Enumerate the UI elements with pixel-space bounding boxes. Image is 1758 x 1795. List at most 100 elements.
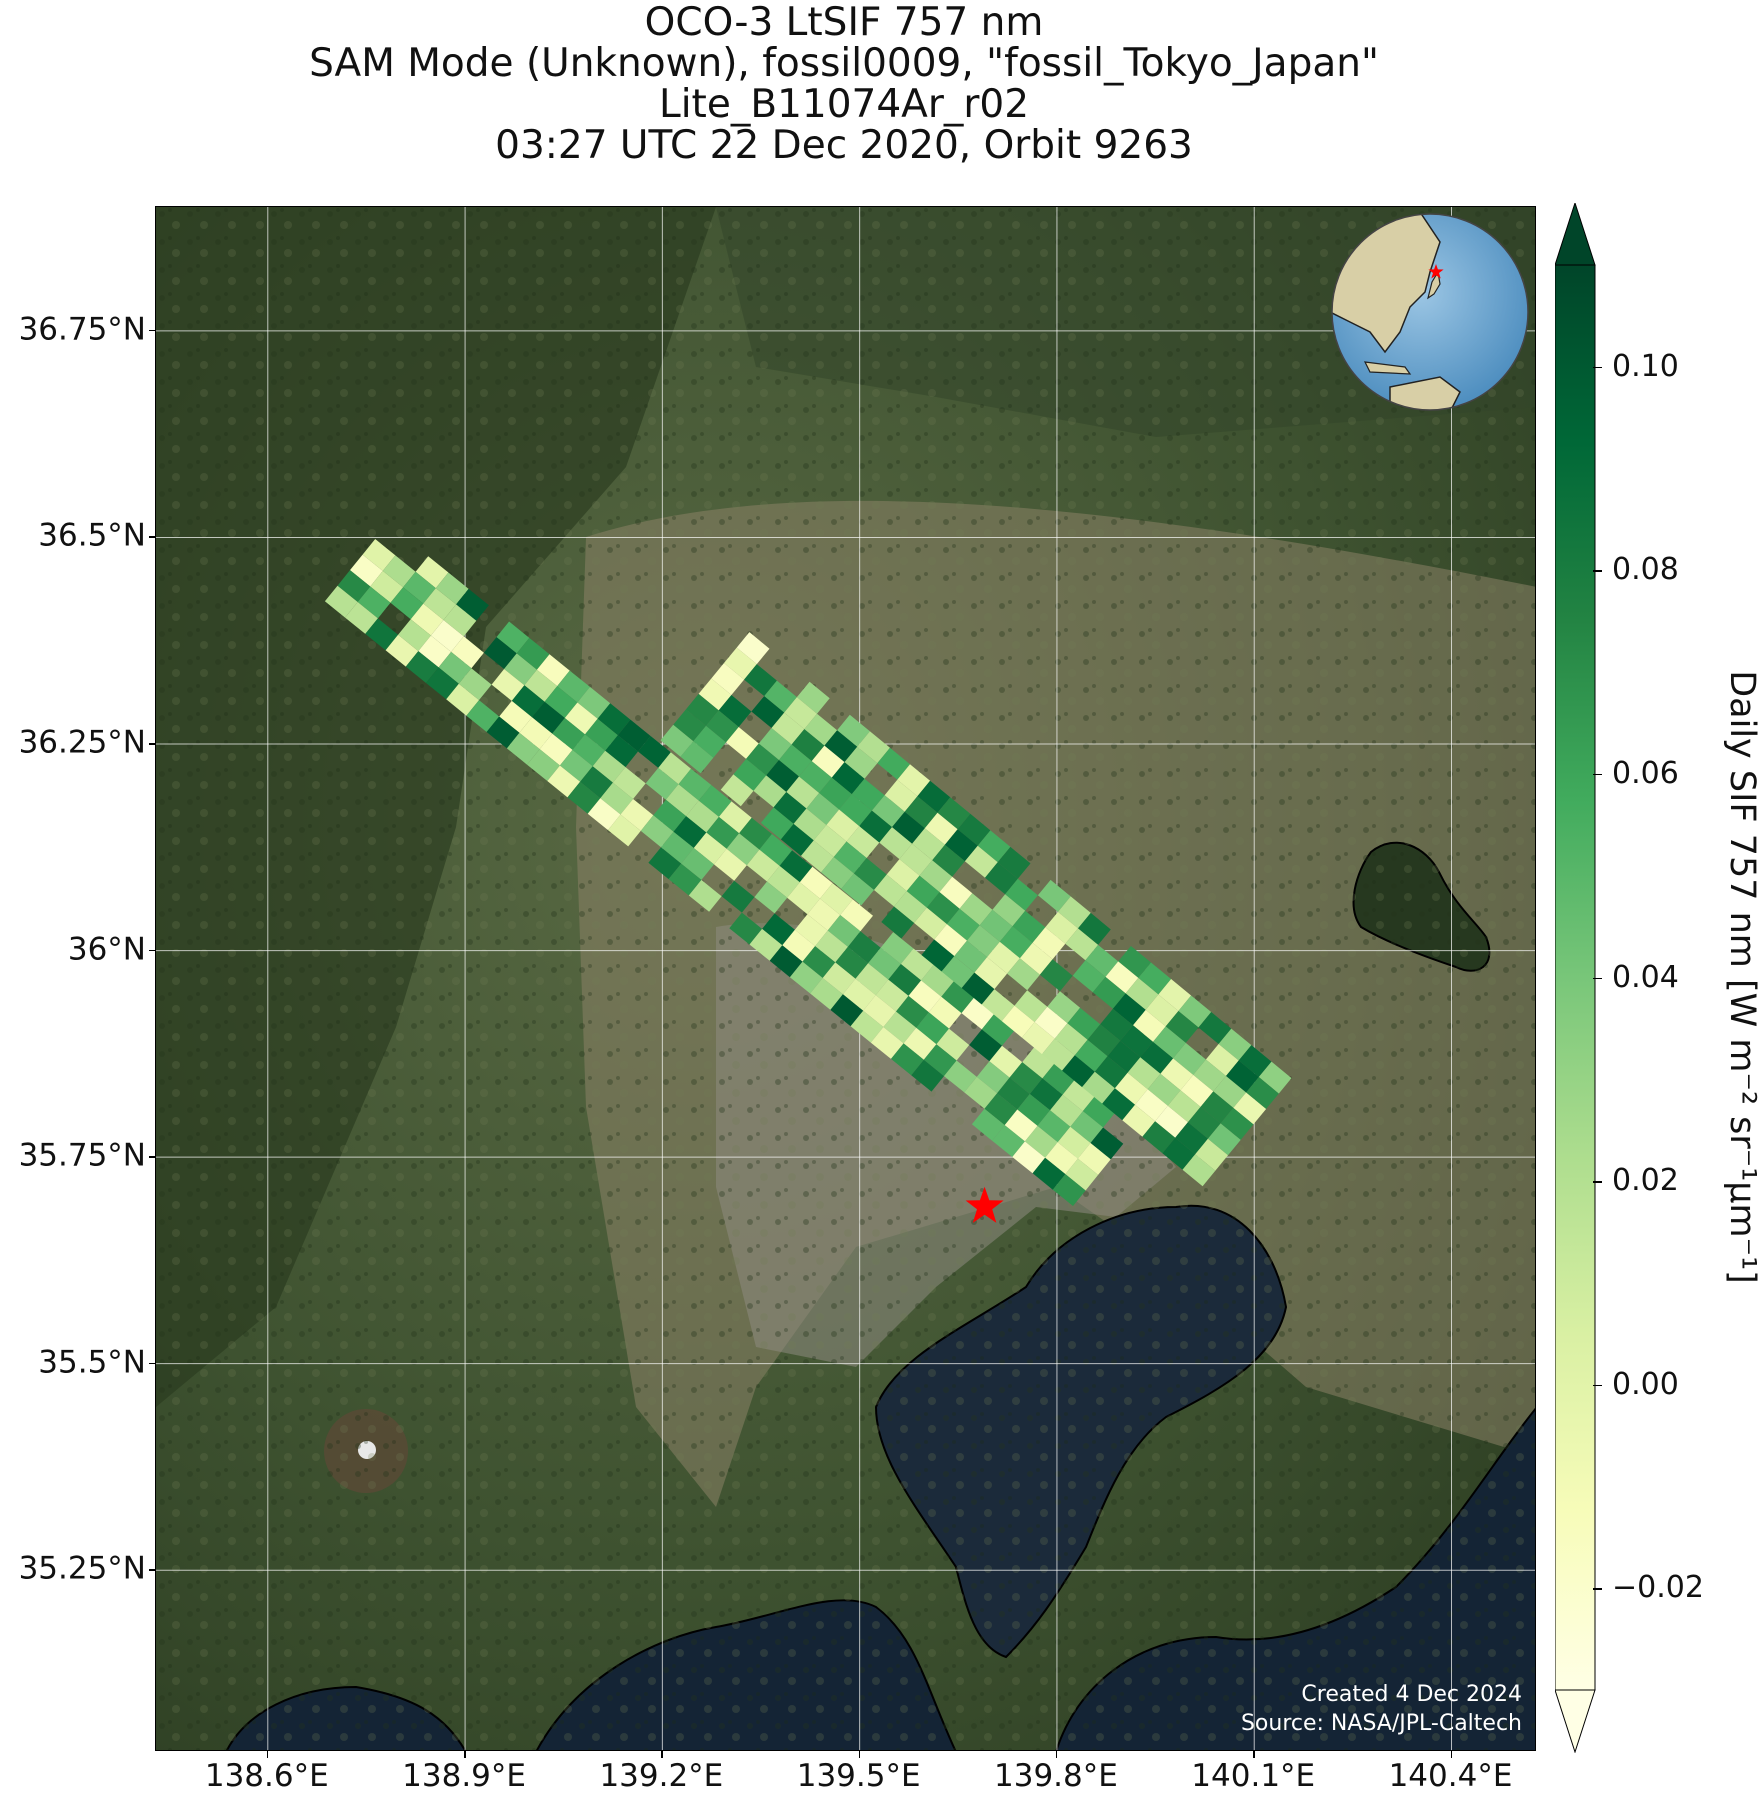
sif-cell <box>733 758 767 791</box>
sif-cell <box>1065 928 1099 961</box>
lon-tick-label: 140.1°E <box>1191 1758 1316 1794</box>
sif-cell <box>1213 1076 1247 1108</box>
sif-cell <box>754 881 788 914</box>
map-panel[interactable]: Created 4 Dec 2024 Source: NASA/JPL-Calt… <box>155 206 1536 1751</box>
lon-tick-label: 138.9°E <box>402 1758 526 1794</box>
sif-cell <box>831 762 865 795</box>
sif-cell <box>660 724 694 757</box>
sif-cell <box>806 793 840 825</box>
colorbar <box>1555 203 1596 1753</box>
sif-cell <box>1050 1094 1083 1127</box>
sif-cell <box>868 947 901 980</box>
sif-cell <box>749 928 783 961</box>
sif-cell <box>789 961 823 994</box>
sif-cell <box>1057 1126 1091 1159</box>
sif-cell <box>686 800 719 833</box>
sif-cell <box>711 663 745 695</box>
sif-cell <box>685 693 719 726</box>
sif-cell <box>714 848 747 881</box>
sif-cell <box>813 825 847 857</box>
sif-cell <box>758 728 792 760</box>
sif-cell <box>976 1061 1010 1094</box>
sif-cell <box>1120 1025 1153 1058</box>
sif-cell <box>527 749 560 781</box>
sif-cell <box>653 799 687 832</box>
sif-cell <box>896 995 929 1028</box>
sif-cell <box>1100 1008 1133 1041</box>
lon-tick-label: 138.6°E <box>204 1758 329 1794</box>
sif-cell <box>418 635 452 668</box>
sif-cell <box>1142 1121 1176 1154</box>
sif-cell <box>1082 1071 1115 1104</box>
sif-cell <box>1037 879 1071 912</box>
sif-cell <box>1198 1012 1232 1044</box>
sif-cell <box>977 830 1011 863</box>
sif-cell <box>897 764 931 797</box>
sif-cell <box>483 637 517 669</box>
sif-cell <box>706 710 739 743</box>
sif-cell <box>1042 1038 1075 1071</box>
sif-cell <box>1114 1072 1148 1105</box>
inset-globe <box>1331 213 1529 411</box>
sif-cell <box>673 709 706 742</box>
sif-cell <box>1065 1158 1099 1191</box>
sif-cell <box>939 876 973 909</box>
sif-cell <box>365 618 399 651</box>
sif-cell <box>552 718 585 750</box>
sif-cell <box>698 785 732 817</box>
sif-cell <box>762 913 795 946</box>
sif-cell <box>859 810 892 843</box>
sif-cell <box>844 746 878 779</box>
sif-cell <box>557 670 590 703</box>
sif-cell <box>511 685 545 718</box>
sif-cell <box>1112 993 1146 1026</box>
sif-cell <box>1022 1046 1055 1079</box>
sif-cell <box>746 743 779 776</box>
sif-cell <box>908 980 942 1013</box>
sif-cell <box>794 914 828 947</box>
sif-cell <box>1052 1174 1086 1206</box>
map-title: OCO-3 LtSIF 757 nm SAM Mode (Unknown), f… <box>0 2 1688 166</box>
sif-cell <box>971 1108 1005 1141</box>
sif-cell <box>1001 1005 1035 1038</box>
sif-cell <box>787 882 820 915</box>
sif-cell <box>1187 1106 1221 1139</box>
sif-cell <box>592 750 626 783</box>
colorbar-title-text: Daily SIF 757 nm [W m⁻² sr⁻¹μm⁻¹] <box>1722 670 1758 1284</box>
sif-cell <box>645 767 679 800</box>
sif-cell <box>681 848 714 880</box>
sif-cell <box>799 761 832 793</box>
sif-cell <box>1019 942 1053 975</box>
graticule <box>156 207 1535 1750</box>
sif-cell <box>954 940 988 973</box>
sif-cell <box>1045 1142 1078 1175</box>
sif-cell <box>1167 1090 1201 1123</box>
sif-cell <box>1042 1062 1076 1095</box>
globe-marker-star-icon <box>1428 264 1444 279</box>
sif-cell <box>1133 1009 1166 1042</box>
sif-cell <box>957 813 991 846</box>
sif-cell <box>658 752 691 785</box>
sif-cell <box>769 945 803 978</box>
sif-cell <box>1200 1091 1234 1124</box>
sif-cell <box>753 775 787 808</box>
sif-cell <box>357 586 391 619</box>
sif-cell <box>1039 959 1073 992</box>
lon-tick-label: 139.8°E <box>994 1758 1118 1794</box>
sif-cell <box>841 873 874 906</box>
sif-cell <box>736 632 770 665</box>
sif-cell <box>1004 1109 1038 1142</box>
sif-cell <box>840 899 873 932</box>
sif-cell <box>390 587 424 620</box>
sif-cell <box>1147 1073 1181 1106</box>
sif-cell <box>532 701 565 734</box>
sif-cell <box>928 996 962 1029</box>
map-canvas <box>156 207 1535 1750</box>
sif-cell <box>899 843 933 876</box>
sif-cell <box>1032 927 1066 960</box>
sif-cell <box>936 1028 970 1061</box>
sif-cell <box>661 831 694 864</box>
sif-cell <box>385 634 419 667</box>
sif-cell <box>1238 1045 1272 1077</box>
sif-cell <box>580 766 613 799</box>
